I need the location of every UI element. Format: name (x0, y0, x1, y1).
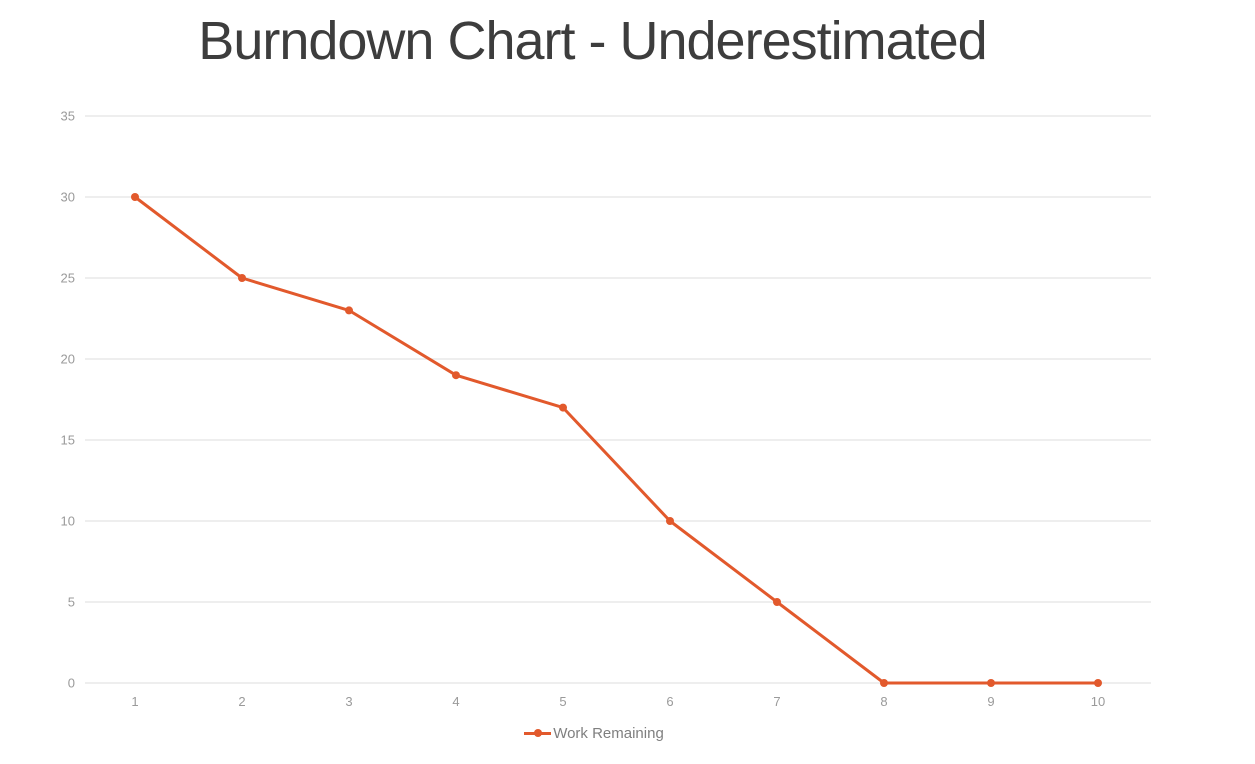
data-point-marker (238, 274, 246, 282)
y-axis-tick-label: 5 (68, 595, 75, 610)
x-axis-tick-label: 8 (880, 694, 887, 709)
data-point-marker (987, 679, 995, 687)
x-axis-tick-label: 9 (987, 694, 994, 709)
x-axis-tick-label: 4 (452, 694, 459, 709)
y-axis-tick-label: 20 (61, 352, 75, 367)
x-axis-tick-label: 6 (666, 694, 673, 709)
data-point-marker (666, 517, 674, 525)
data-point-marker (880, 679, 888, 687)
y-axis-tick-label: 0 (68, 676, 75, 691)
y-axis-tick-label: 25 (61, 271, 75, 286)
chart-title: Burndown Chart - Underestimated (198, 11, 987, 71)
legend[interactable]: Work Remaining (0, 722, 1188, 744)
data-point-marker (559, 403, 567, 412)
y-axis-tick-label: 30 (61, 190, 75, 205)
x-axis-tick-label: 2 (238, 694, 245, 709)
data-point-marker (131, 193, 139, 201)
data-point-marker (452, 371, 460, 380)
data-point-marker (1094, 679, 1102, 687)
y-axis-tick-label: 35 (61, 109, 75, 124)
series-line-work-remaining (133, 195, 1100, 685)
y-axis-tick-label: 15 (61, 433, 75, 448)
x-axis-tick-label: 3 (345, 694, 352, 709)
x-axis-tick-label: 5 (559, 694, 566, 709)
data-point-marker (345, 306, 353, 315)
legend-line-marker-icon (524, 729, 552, 737)
legend-dot-icon (533, 729, 542, 737)
x-axis-tick-label: 1 (131, 694, 138, 709)
x-axis-tick-label: 7 (773, 694, 780, 709)
y-axis-tick-label: 10 (61, 514, 75, 529)
data-point-marker (773, 598, 781, 606)
legend-label: Work Remaining (553, 724, 664, 742)
x-axis-tick-label: 10 (1091, 694, 1105, 709)
